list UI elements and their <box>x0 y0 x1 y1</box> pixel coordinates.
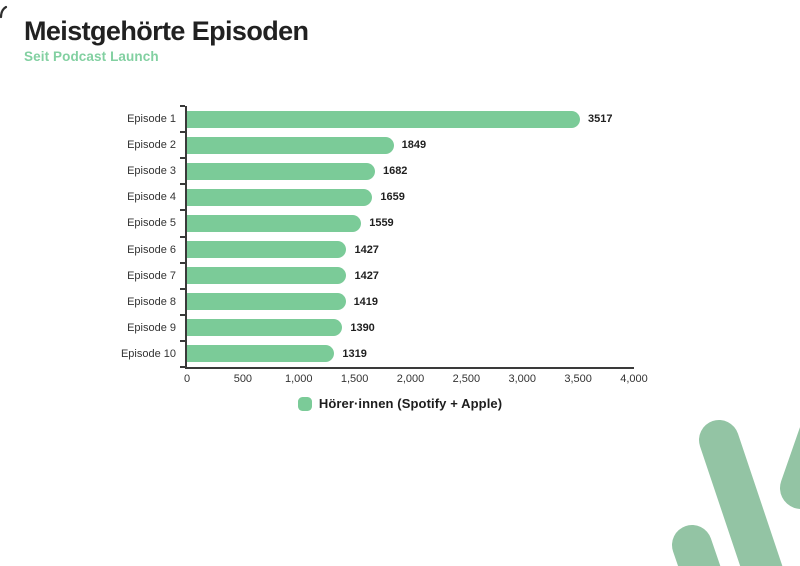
y-axis-tick <box>180 287 185 290</box>
bar <box>187 267 347 285</box>
category-label: Episode 8 <box>127 295 176 308</box>
value-label: 1319 <box>342 347 367 360</box>
y-axis-tick <box>180 105 185 107</box>
y-axis-tick <box>180 261 185 264</box>
bar <box>187 319 343 337</box>
bar <box>187 188 373 206</box>
x-tick-label: 1,500 <box>340 373 369 385</box>
value-label: 1559 <box>369 217 394 230</box>
value-label: 1419 <box>353 295 379 308</box>
value-label: 1390 <box>350 321 375 334</box>
value-label: 1682 <box>382 165 408 178</box>
y-axis-tick <box>180 366 185 368</box>
x-tick-label: 500 <box>233 373 253 385</box>
corner-artifact <box>0 5 8 19</box>
category-label: Episode 5 <box>127 217 176 230</box>
bar <box>187 162 375 180</box>
plot-area: 3517 1849 1682 1659 1559 1427 1427 1419 1390 1319… <box>180 105 648 385</box>
category-label: Episode 10 <box>120 347 176 360</box>
category-label: Episode 4 <box>127 191 176 204</box>
y-axis-tick <box>180 313 185 316</box>
x-tick-label: 3,500 <box>564 373 592 385</box>
x-tick-label: 3,000 <box>508 373 537 385</box>
bar <box>187 241 347 259</box>
legend-swatch <box>297 396 312 411</box>
y-axis-tick <box>180 339 185 342</box>
brand-logo-strokes <box>672 420 800 566</box>
x-tick-label: 4,000 <box>620 373 648 385</box>
x-tick-label: 2,500 <box>452 373 481 385</box>
category-label: Episode 6 <box>127 243 176 256</box>
value-label: 1849 <box>401 139 427 152</box>
x-tick-label: 0 <box>183 373 191 385</box>
category-label: Episode 3 <box>127 165 176 178</box>
value-label: 1659 <box>380 191 405 204</box>
category-label: Episode 1 <box>127 113 176 125</box>
legend-label: Hörer·innen (Spotify + Apple) <box>318 396 503 411</box>
x-tick-label: 2,000 <box>396 373 425 385</box>
category-label: Episode 2 <box>127 139 176 152</box>
bar <box>187 293 346 311</box>
bar <box>187 136 394 154</box>
bar <box>187 214 362 232</box>
value-label: 1427 <box>354 269 379 282</box>
y-axis-tick <box>180 209 185 212</box>
y-axis-labels: Episode 1 Episode 2 Episode 3 Episode 4 Epis… <box>0 106 176 367</box>
bar <box>187 345 335 363</box>
category-label: Episode 7 <box>127 269 176 282</box>
x-tick-label: 1,000 <box>284 373 313 385</box>
category-label: Episode 9 <box>127 321 176 334</box>
chart-title: Meistgehörte Episoden <box>24 16 309 46</box>
y-axis-tick <box>180 131 185 134</box>
y-axis-tick <box>180 157 185 160</box>
y-axis-tick <box>180 235 185 238</box>
chart-header: Meistgehörte Episoden Seit Podcast Launc… <box>24 16 309 65</box>
y-axis-tick <box>180 183 185 186</box>
chart-subtitle: Seit Podcast Launch <box>24 49 159 65</box>
brand-logo <box>672 420 800 566</box>
bar <box>187 110 581 128</box>
value-label: 1427 <box>354 243 379 256</box>
value-label: 3517 <box>588 113 613 125</box>
legend: Hörer·innen (Spotify + Apple) <box>0 396 800 411</box>
